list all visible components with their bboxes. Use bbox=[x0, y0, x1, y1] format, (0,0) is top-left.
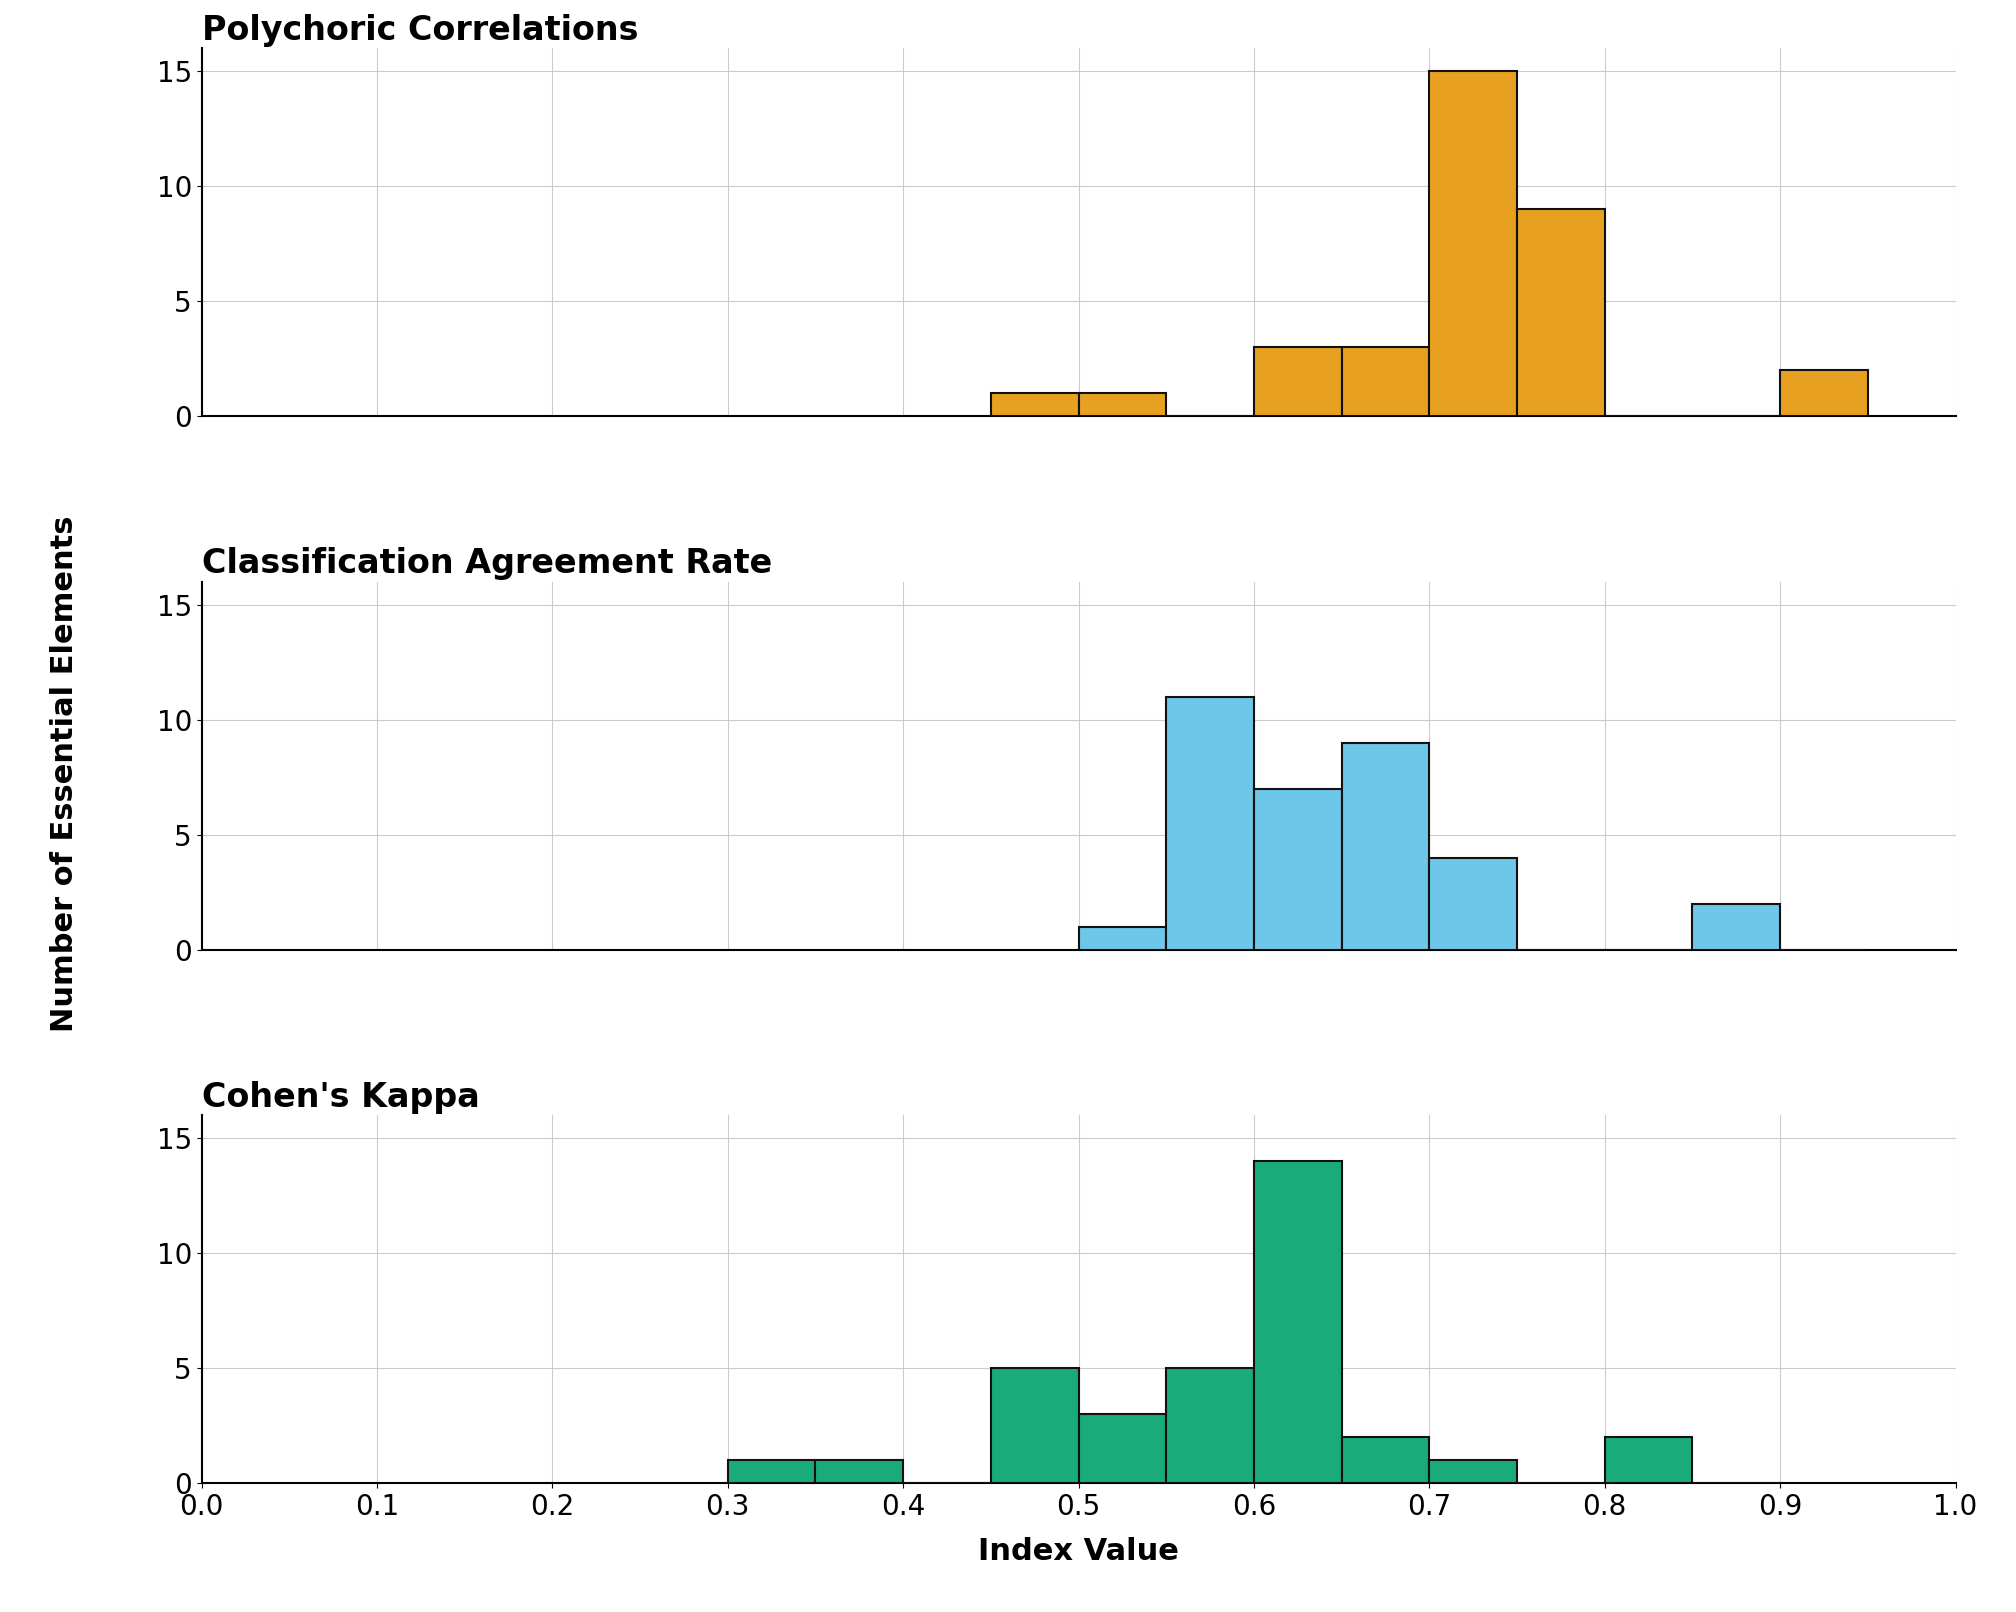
Text: Number of Essential Elements: Number of Essential Elements bbox=[50, 516, 79, 1032]
Bar bbox=[1693, 904, 1780, 949]
Bar bbox=[1780, 371, 1867, 416]
Bar bbox=[1605, 1436, 1693, 1483]
Bar bbox=[1254, 347, 1343, 416]
Bar bbox=[1429, 1460, 1518, 1483]
Text: Classification Agreement Rate: Classification Agreement Rate bbox=[202, 548, 772, 580]
Bar bbox=[1254, 788, 1343, 949]
Bar bbox=[814, 1460, 903, 1483]
Bar bbox=[1343, 1436, 1429, 1483]
Bar bbox=[1165, 1369, 1254, 1483]
Bar bbox=[1429, 858, 1518, 949]
Bar bbox=[992, 393, 1079, 416]
Bar bbox=[1429, 71, 1518, 416]
Bar bbox=[1079, 1414, 1165, 1483]
Bar bbox=[1165, 696, 1254, 949]
Bar bbox=[992, 1369, 1079, 1483]
Bar bbox=[1079, 927, 1165, 949]
Text: Cohen's Kappa: Cohen's Kappa bbox=[202, 1080, 480, 1114]
Bar bbox=[1254, 1161, 1343, 1483]
Bar bbox=[728, 1460, 814, 1483]
Bar bbox=[1516, 210, 1605, 416]
Bar bbox=[1343, 347, 1429, 416]
Bar bbox=[1079, 393, 1165, 416]
Bar bbox=[1343, 743, 1429, 949]
Text: Polychoric Correlations: Polychoric Correlations bbox=[202, 15, 639, 47]
X-axis label: Index Value: Index Value bbox=[978, 1538, 1179, 1567]
